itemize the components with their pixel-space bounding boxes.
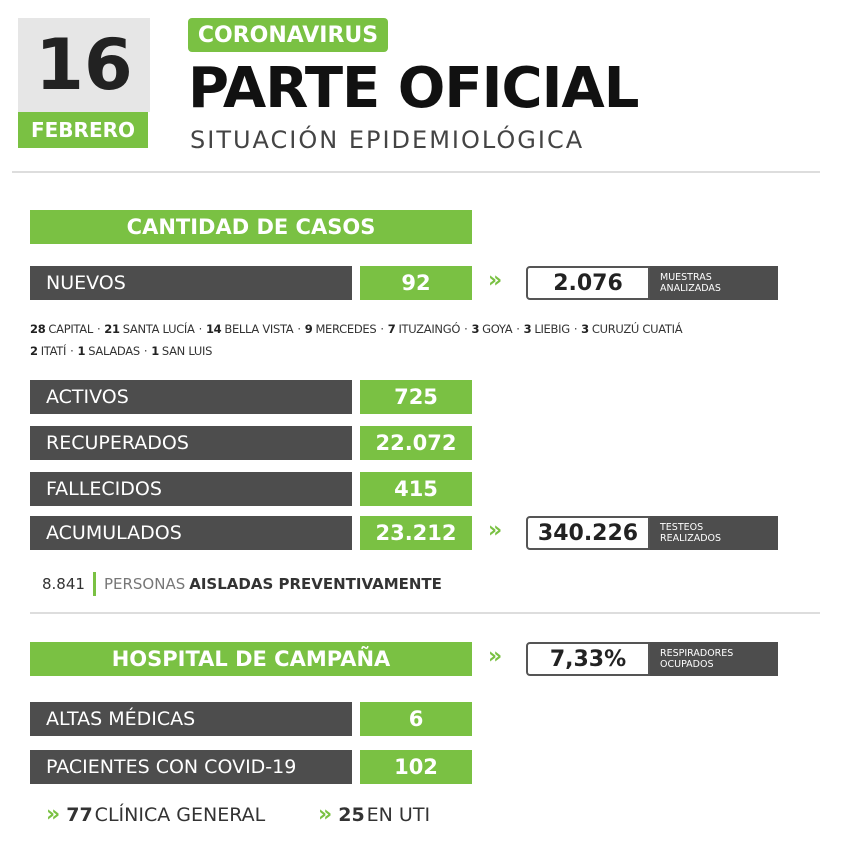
row-label: ACTIVOS: [30, 380, 352, 414]
breakdown-place: SAN LUIS: [161, 344, 213, 358]
breakdown-place: SALADAS: [88, 344, 140, 358]
arrow: »: [488, 644, 503, 669]
label-line: TESTEOS: [660, 522, 704, 533]
arrow: »: [488, 518, 503, 543]
row-value: 23.212: [360, 516, 472, 550]
row-label: FALLECIDOS: [30, 472, 352, 506]
divider: [12, 171, 820, 173]
arrow: »: [488, 268, 503, 293]
date-month: FEBRERO: [18, 112, 148, 148]
respiradores-value: 7,33%: [526, 642, 650, 676]
row-label: ACUMULADOS: [30, 516, 352, 550]
breakdown-place: MERCEDES: [315, 322, 377, 336]
row-value: 415: [360, 472, 472, 506]
aislados-value: 8.841: [42, 575, 85, 593]
breakdown-line: 28 CAPITAL · 21 SANTA LUCÍA · 14 BELLA VISTA · 9 M…: [30, 322, 683, 336]
row-label: RECUPERADOS: [30, 426, 352, 460]
breakdown-count: 21: [104, 322, 120, 336]
breakdown-place: ITUZAINGÓ: [398, 322, 461, 336]
breakdown-place: LIEBIG: [534, 322, 570, 336]
row-value: 102: [360, 750, 472, 784]
cases-title: CANTIDAD DE CASOS: [30, 210, 472, 244]
label-line: REALIZADOS: [660, 533, 722, 544]
separator: ·: [516, 322, 520, 336]
breakdown-count: 25: [338, 803, 365, 826]
separator: ·: [70, 344, 74, 358]
separator: ·: [380, 322, 384, 336]
label-line: ANALIZADAS: [660, 283, 721, 294]
separator: ·: [198, 322, 203, 336]
testeos-value: 340.226: [526, 516, 650, 550]
breakdown-count: 9: [304, 322, 313, 336]
testeos-label: TESTEOS REALIZADOS: [650, 516, 778, 550]
breakdown-item: » 25 EN UTI: [318, 802, 430, 827]
separator: ·: [143, 344, 148, 358]
breakdown-count: 3: [471, 322, 480, 336]
arrow: »: [46, 802, 61, 827]
header-title: PARTE OFICIAL: [188, 56, 639, 121]
breakdown-line: 2 ITATÍ · 1 SALADAS · 1 SAN LUIS: [30, 344, 212, 358]
row-label: ALTAS MÉDICAS: [30, 702, 352, 736]
separator: ·: [573, 322, 578, 336]
breakdown-count: 3: [523, 322, 532, 336]
breakdown-count: 1: [77, 344, 86, 358]
breakdown-count: 2: [30, 344, 38, 358]
header-subtitle: SITUACIÓN EPIDEMIOLÓGICA: [190, 126, 585, 154]
divider: [30, 612, 820, 614]
separator: ·: [464, 322, 468, 336]
date-day: 16: [18, 18, 150, 112]
row-value: 22.072: [360, 426, 472, 460]
breakdown-count: 77: [66, 803, 93, 826]
breakdown-count: 7: [387, 322, 396, 336]
hospital-title: HOSPITAL DE CAMPAÑA: [30, 642, 472, 676]
label-line: MUESTRAS: [660, 272, 712, 283]
row-value: 6: [360, 702, 472, 736]
breakdown-place: GOYA: [482, 322, 513, 336]
separator: ·: [96, 322, 101, 336]
aislados: 8.841 PERSONAS AISLADAS PREVENTIVAMENTE: [42, 572, 442, 596]
breakdown-place: BELLA VISTA: [224, 322, 294, 336]
label-line: RESPIRADORES: [660, 648, 734, 659]
row-label: NUEVOS: [30, 266, 352, 300]
breakdown-place: ITATÍ: [40, 344, 67, 358]
respiradores-label: RESPIRADORES OCUPADOS: [650, 642, 778, 676]
muestras-label: MUESTRAS ANALIZADAS: [650, 266, 778, 300]
breakdown-count: 1: [151, 344, 159, 358]
breakdown-place: CAPITAL: [48, 322, 93, 336]
breakdown-count: 28: [30, 322, 46, 336]
breakdown-item: » 77 CLÍNICA GENERAL: [46, 802, 265, 827]
breakdown-label: CLÍNICA GENERAL: [94, 803, 266, 826]
muestras-value: 2.076: [526, 266, 650, 300]
breakdown-place: SANTA LUCÍA: [122, 322, 195, 336]
arrow: »: [318, 802, 333, 827]
breakdown-count: 14: [205, 322, 222, 336]
breakdown-label: EN UTI: [366, 803, 431, 826]
row-label: PACIENTES CON COVID-19: [30, 750, 352, 784]
aislados-emphasis: AISLADAS PREVENTIVAMENTE: [189, 575, 442, 593]
row-value: 725: [360, 380, 472, 414]
separator: [92, 572, 96, 596]
header-tag: CORONAVIRUS: [188, 18, 388, 52]
aislados-prefix: PERSONAS: [103, 575, 186, 593]
breakdown-place: CURUZÚ CUATIÁ: [591, 322, 683, 336]
label-line: OCUPADOS: [660, 659, 714, 670]
row-value: 92: [360, 266, 472, 300]
breakdown-count: 3: [581, 322, 589, 336]
separator: ·: [297, 322, 301, 336]
